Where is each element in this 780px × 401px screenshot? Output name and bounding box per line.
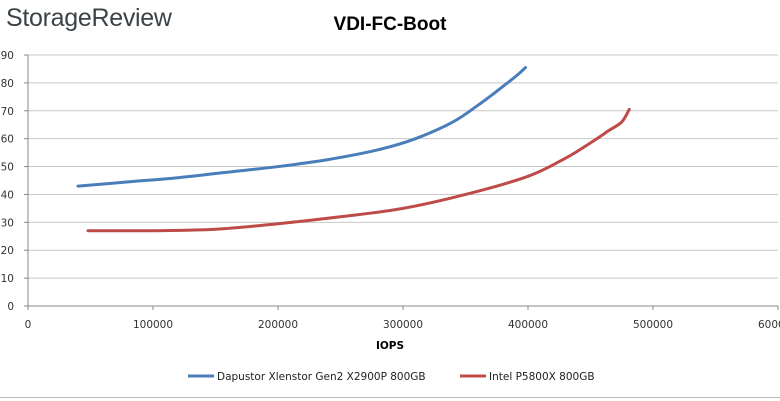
series-lines	[76, 66, 631, 233]
x-tick-label-200000: 200000	[258, 319, 298, 331]
legend-label-1: Dapustor Xlenstor Gen2 X2900P 800GB	[217, 371, 426, 383]
y-tick-label-0: 0	[7, 301, 14, 313]
y-axis-ticks: 0 10 20 30 40 50 60 70 80 90	[1, 50, 28, 313]
x-tick-label-300000: 300000	[383, 319, 423, 331]
legend: Dapustor Xlenstor Gen2 X2900P 800GB Intel…	[188, 371, 595, 383]
y-tick-label-50: 50	[1, 162, 14, 174]
y-tick-label-10: 10	[1, 273, 14, 285]
brand-logo: StorageReview	[6, 4, 172, 32]
chart-title: VDI-FC-Boot	[333, 14, 447, 35]
x-tick-label-500000: 500000	[633, 319, 673, 331]
y-tick-label-90: 90	[1, 50, 14, 62]
series-line-2	[86, 107, 631, 233]
y-tick-label-30: 30	[1, 217, 14, 229]
x-axis-label: IOPS	[376, 340, 404, 352]
x-tick-label-0: 0	[25, 319, 32, 331]
x-axis-ticks: 0 100000 200000 300000 400000 500000 600000	[25, 306, 780, 331]
y-tick-label-20: 20	[1, 245, 14, 257]
x-tick-label-400000: 400000	[508, 319, 548, 331]
legend-label-2: Intel P5800X 800GB	[489, 371, 595, 383]
y-tick-label-60: 60	[1, 134, 14, 146]
x-tick-label-100000: 100000	[133, 319, 173, 331]
y-tick-label-80: 80	[1, 78, 14, 90]
x-tick-label-600000: 600000	[758, 319, 780, 331]
bottom-divider	[0, 397, 780, 398]
series-line-1	[76, 66, 527, 188]
y-tick-label-70: 70	[1, 106, 14, 118]
y-tick-label-40: 40	[1, 189, 14, 201]
